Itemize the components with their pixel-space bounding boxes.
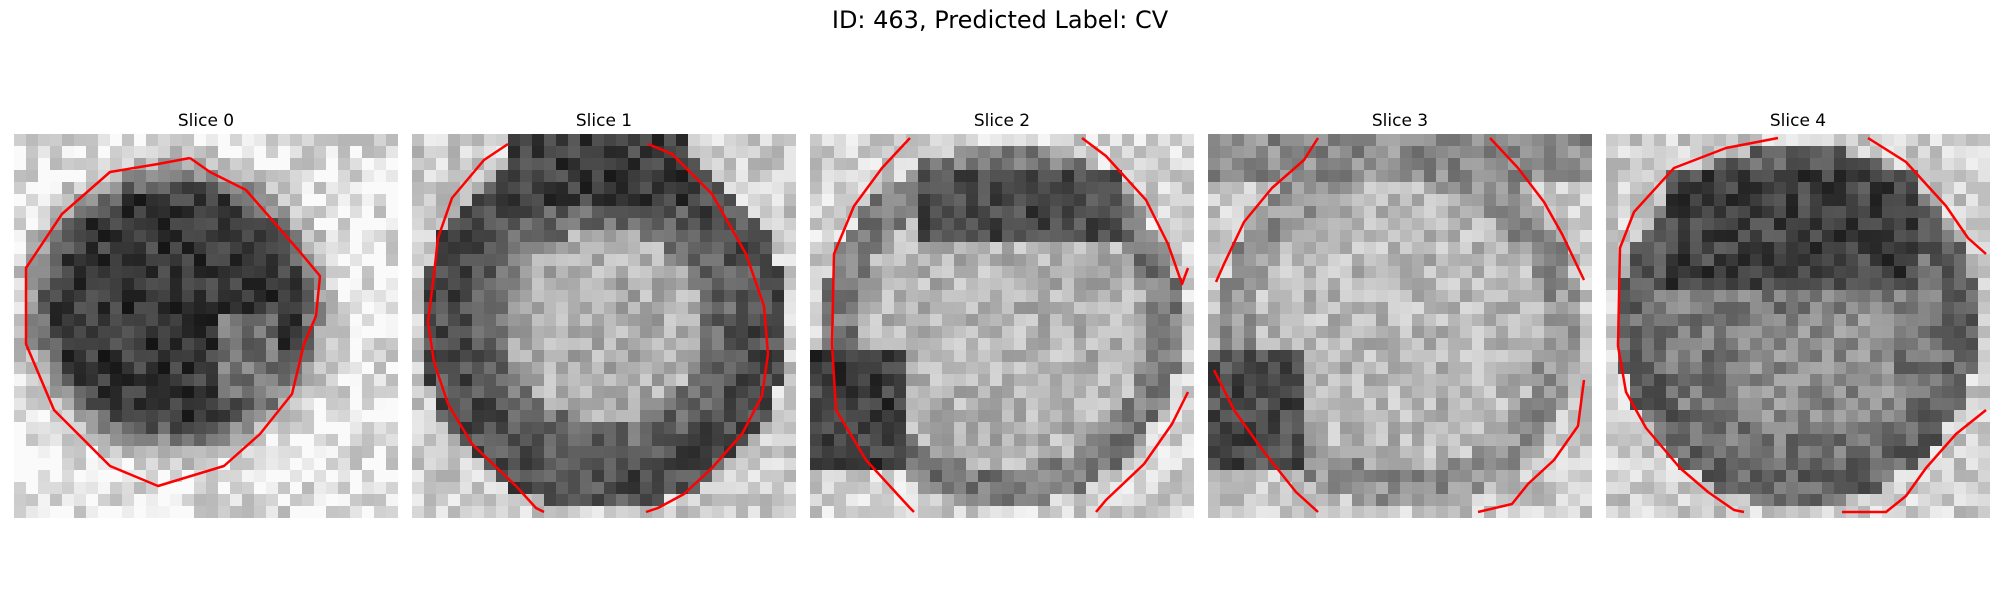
figure-title: ID: 463, Predicted Label: CV [831,6,1169,34]
pixel-grid [1606,134,1990,518]
slice-panel-1: Slice 1 [412,108,796,518]
segmentation-contour [1095,391,1190,513]
segmentation-contour [1842,409,1987,514]
segmentation-contour [426,142,545,514]
segmentation-contour [24,156,322,488]
slice-panel-4: Slice 4 [1606,108,1990,518]
slice-title: Slice 2 [973,111,1031,131]
segmentation-contour [1477,379,1586,514]
segmentation-contour [1214,137,1320,283]
segmentation-contour [1616,136,1779,514]
slice-title: Slice 0 [177,111,235,131]
slice-image [810,134,1194,518]
slice-panel-3: Slice 3 [1208,108,1592,518]
slice-panel-0: Slice 0 [14,108,398,518]
slice-image [1208,134,1592,518]
slice-title: Slice 1 [575,111,633,131]
segmentation-contour [830,137,915,513]
segmentation-contour [645,142,770,514]
pixel-grid [14,134,398,518]
pixel-grid [412,134,796,518]
slice-panel-2: Slice 2 [810,108,1194,518]
segmentation-contour [1081,137,1190,286]
slice-title: Slice 3 [1371,111,1429,131]
segmentation-contour [1867,136,1987,255]
slice-image [14,134,398,518]
slice-image [412,134,796,518]
segmentation-contour [1212,369,1319,513]
pixel-grid [810,134,1194,518]
segmentation-contour [1489,137,1586,281]
slice-image [1606,134,1990,518]
pixel-grid [1208,134,1592,518]
slice-title: Slice 4 [1769,111,1827,131]
